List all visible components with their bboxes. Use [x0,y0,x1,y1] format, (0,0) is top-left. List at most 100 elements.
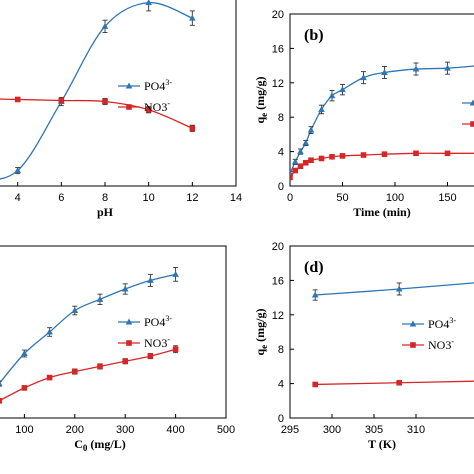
legend-marker-b [470,121,474,127]
series-line-d-1 [315,380,474,386]
series-line-a-1 [0,98,193,129]
data-point-b-1 [381,151,388,157]
y-tick-label-b: 16 [272,43,284,55]
y-tick-label-b: 0 [278,181,284,193]
x-tick-label-a: 4 [15,192,21,204]
legend-label-superscript: 3- [165,78,172,87]
data-point-c-1 [122,358,128,365]
data-point-b-1 [292,167,299,174]
legend-label-superscript: 3- [165,314,172,323]
data-point-d-0 [395,285,403,292]
data-point-a-0 [145,0,152,6]
x-tick-label-d: 300 [323,424,341,436]
y-tick-label-b: 12 [272,78,284,90]
data-point-b-0 [307,126,315,133]
panel-label-d: (d) [304,259,324,276]
data-point-b-1 [444,150,451,157]
data-point-b-1 [339,153,346,159]
plot-frame-c [0,245,227,419]
data-point-c-1 [147,353,154,359]
y-tick-label-d: 8 [278,344,284,356]
x-tick-label-b: 100 [386,192,404,204]
y-tick-label-b: 20 [272,9,284,21]
data-point-b-0 [412,65,420,72]
data-point-c-0 [46,328,53,335]
data-point-c-0 [96,295,104,302]
legend-label-superscript: - [167,99,170,108]
data-point-a-0 [14,167,21,174]
data-layer-a [0,0,196,180]
data-point-b-0 [318,105,325,112]
y-axis-label-b: qe (mg/g) [253,76,269,123]
legend-marker-d [409,320,417,327]
x-axis-label-b: Time (min) [353,205,410,219]
legend-marker-a [126,104,132,110]
data-point-a-1 [58,97,65,104]
panel-c: 100 200 300 400 500 C0 (mg/L) PO43- NO3- [0,245,235,453]
x-axis-label-c: C0 (mg/L) [74,437,126,453]
data-point-d-1 [312,381,318,388]
data-point-a-0 [189,14,196,21]
plot-frame-a [0,0,237,187]
data-point-d-1 [396,379,402,386]
legend-label-c: PO43- [144,314,172,329]
data-point-d-0 [311,291,319,298]
x-tick-label-d: 310 [407,424,425,436]
y-tick-label-d: 12 [272,310,284,322]
y-tick-label-b: 4 [278,147,284,159]
panel-label-b: (b) [304,27,324,44]
data-point-b-1 [413,150,419,157]
data-point-c-1 [0,398,2,404]
data-point-c-0 [0,381,3,387]
data-point-b-1 [318,155,325,162]
legend-marker-b [469,99,474,106]
x-tick-label-d: 295 [281,424,299,436]
data-point-c-0 [147,276,154,283]
y-axis-label-subscript: e [259,345,269,349]
x-tick-label-a: 14 [230,192,242,204]
legend-label-d: PO43- [428,316,456,331]
data-point-c-1 [97,363,103,370]
data-point-b-1 [308,157,314,163]
legend-marker-d [410,342,416,348]
data-point-a-1 [145,106,152,113]
data-point-b-0 [328,92,336,99]
panel-a: 4 6 8 10 12 14 pH PO43- NO3- [0,0,242,219]
data-point-c-1 [46,374,53,381]
legend-label-c: NO3- [144,335,170,350]
data-layer-c [0,267,179,404]
panel-d: 295 300 305 310 0 4 8 12 16 20 T (K) qe (mg/g) (d) PO… [253,241,474,451]
data-point-a-1 [14,96,21,103]
legend-marker-c [125,318,133,325]
data-point-c-0 [21,350,28,356]
legend-label-superscript: 3- [449,316,456,325]
x-tick-label-d: 305 [365,424,383,436]
panel-b: 0 50 100 150 0 4 8 12 16 20 Time (min) qe (mg/g) (b) [253,9,474,219]
y-tick-label-d: 20 [272,241,284,253]
data-point-c-0 [71,307,79,313]
data-point-b-0 [291,158,299,165]
legend-marker-c [126,340,132,346]
y-tick-label-d: 4 [278,379,284,391]
x-tick-label-a: 8 [102,192,108,204]
data-layer-b [290,61,474,181]
data-point-b-1 [290,174,293,181]
data-point-b-0 [360,74,367,81]
data-point-c-0 [172,270,179,277]
y-tick-label-d: 0 [278,413,284,425]
x-axis-label-rest: (mg/L) [87,437,125,451]
x-tick-label-b: 50 [336,192,348,204]
x-tick-label-c: 100 [15,424,33,436]
data-point-c-1 [21,385,28,391]
y-tick-label-b: 8 [278,112,284,124]
x-axis-label-subscript: 0 [83,443,88,453]
y-axis-label-subscript: e [259,113,269,117]
legend-label-d: NO3- [428,337,454,352]
x-tick-label-b: 150 [438,192,456,204]
x-tick-label-b: 0 [287,192,293,204]
data-point-c-1 [72,368,78,375]
data-point-b-0 [381,68,388,75]
x-axis-label-d: T (K) [368,437,396,451]
data-point-b-0 [444,64,451,71]
